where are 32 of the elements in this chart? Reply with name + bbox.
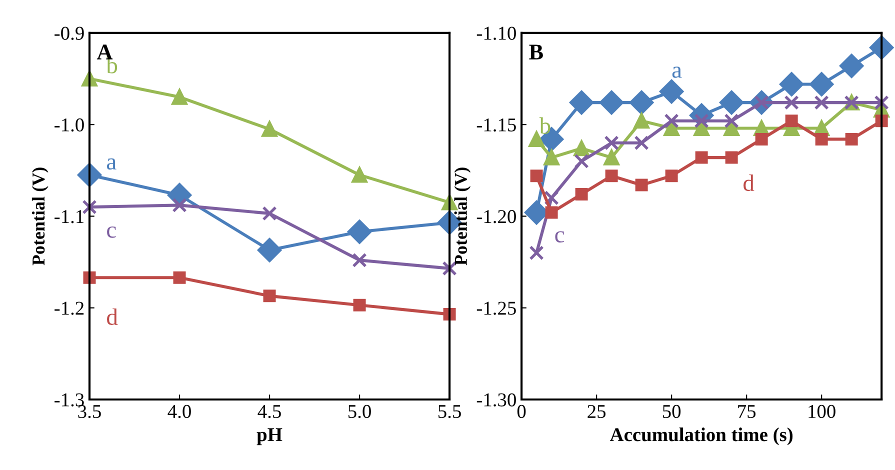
series-label: d <box>107 308 118 326</box>
y-tick-label: -1.25 <box>476 302 516 315</box>
y-tick-label: -1.3 <box>54 393 84 407</box>
x-tick-label: 3.5 <box>78 404 101 418</box>
annotation: B <box>529 44 543 60</box>
x-tick-label: 25 <box>588 404 606 418</box>
series-label: c <box>107 226 116 238</box>
x-tick-label: 100 <box>808 404 836 418</box>
x-tick-label: 5.5 <box>438 405 461 418</box>
x-tick-label: 0 <box>517 404 526 418</box>
y-axis-title: Potential (V) <box>32 168 48 266</box>
y-tick-label: -1.30 <box>476 393 516 407</box>
y-tick-label: -1.20 <box>476 210 516 224</box>
y-tick-label: -1.1 <box>54 210 84 224</box>
x-tick-label: 4.5 <box>258 405 281 418</box>
series-label: c <box>555 231 564 243</box>
series-label: a <box>106 158 116 170</box>
series-label: d <box>744 174 754 192</box>
y-tick-label: -0.9 <box>54 26 84 40</box>
y-tick-label: -1.0 <box>54 118 84 132</box>
x-tick-label: 50 <box>662 404 681 418</box>
x-tick-label: 4.0 <box>168 404 191 418</box>
y-tick-label: -1.15 <box>476 118 516 132</box>
x-axis-title: Accumulation time (s) <box>610 428 793 446</box>
series-label: b <box>539 117 550 134</box>
x-tick-label: 75 <box>738 405 756 418</box>
y-tick-label: -1.2 <box>54 302 84 315</box>
y-tick-label: -1.10 <box>476 26 516 40</box>
x-tick-label: 5.0 <box>348 404 371 418</box>
series-label: a <box>672 66 682 78</box>
x-axis-title: pH <box>256 428 282 446</box>
y-axis-title: Potential (V) <box>454 168 471 266</box>
